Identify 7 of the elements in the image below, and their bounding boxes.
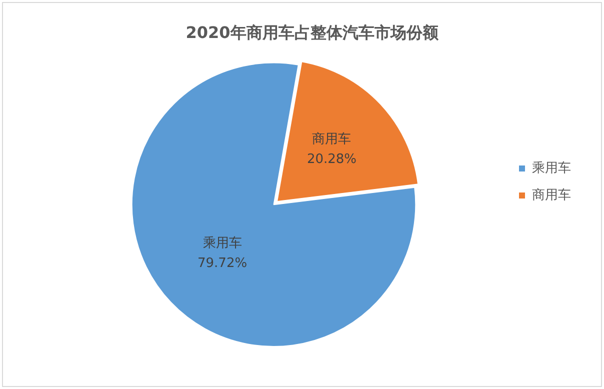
data-label: 20.28%: [306, 152, 357, 167]
slice-label: 商用车: [312, 132, 352, 147]
slice-label: 乘用车: [202, 236, 242, 251]
legend-label: 乘用车: [532, 160, 571, 176]
data-label: 79.72%: [197, 256, 248, 271]
legend-label: 商用车: [532, 188, 571, 203]
chart-title: 2020年商用车占整体汽车市场份额: [186, 22, 440, 42]
